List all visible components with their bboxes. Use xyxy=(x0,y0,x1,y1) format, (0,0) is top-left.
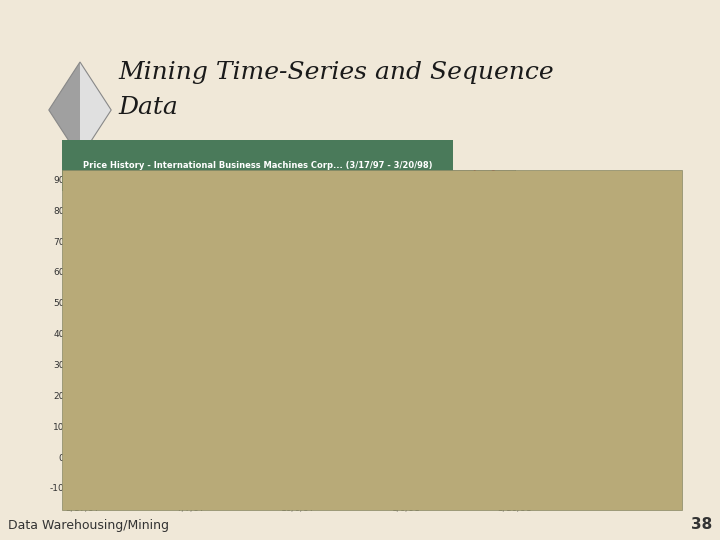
Text: ✓: ✓ xyxy=(524,368,531,377)
Text: Print: Print xyxy=(580,476,602,485)
Text: IBM: IBM xyxy=(552,310,569,319)
Text: Export Data: Export Data xyxy=(536,449,598,458)
Text: Mining Time-Series and Sequence: Mining Time-Series and Sequence xyxy=(118,60,554,84)
Text: Time-series plot: Time-series plot xyxy=(284,141,436,159)
Text: Options: Options xyxy=(526,476,559,485)
FancyBboxPatch shape xyxy=(521,215,613,254)
Text: INTC: INTC xyxy=(555,368,576,377)
Text: Data Warehousing/Mining: Data Warehousing/Mining xyxy=(8,519,169,532)
Polygon shape xyxy=(49,62,80,158)
Text: ▼ Chart: ▼ Chart xyxy=(546,191,588,201)
FancyBboxPatch shape xyxy=(536,360,551,386)
Text: Compare with:: Compare with: xyxy=(523,260,585,268)
FancyBboxPatch shape xyxy=(521,436,613,471)
FancyBboxPatch shape xyxy=(521,360,534,386)
FancyBboxPatch shape xyxy=(569,467,613,494)
Polygon shape xyxy=(80,62,111,158)
FancyBboxPatch shape xyxy=(533,301,547,327)
FancyBboxPatch shape xyxy=(536,330,551,356)
FancyBboxPatch shape xyxy=(521,177,613,215)
FancyBboxPatch shape xyxy=(521,467,565,494)
FancyBboxPatch shape xyxy=(579,264,613,300)
FancyBboxPatch shape xyxy=(521,264,579,300)
Text: 38: 38 xyxy=(690,517,712,532)
Text: ✓: ✓ xyxy=(524,339,531,348)
Text: Price History - International Business Machines Corp... (3/17/97 - 3/20/98): Price History - International Business M… xyxy=(83,161,432,170)
Text: Add: Add xyxy=(587,278,606,286)
Text: ▼ Period: ▼ Period xyxy=(544,230,590,240)
FancyBboxPatch shape xyxy=(521,330,534,356)
Text: Data: Data xyxy=(118,97,178,119)
Text: MSFT: MSFT xyxy=(555,339,579,348)
